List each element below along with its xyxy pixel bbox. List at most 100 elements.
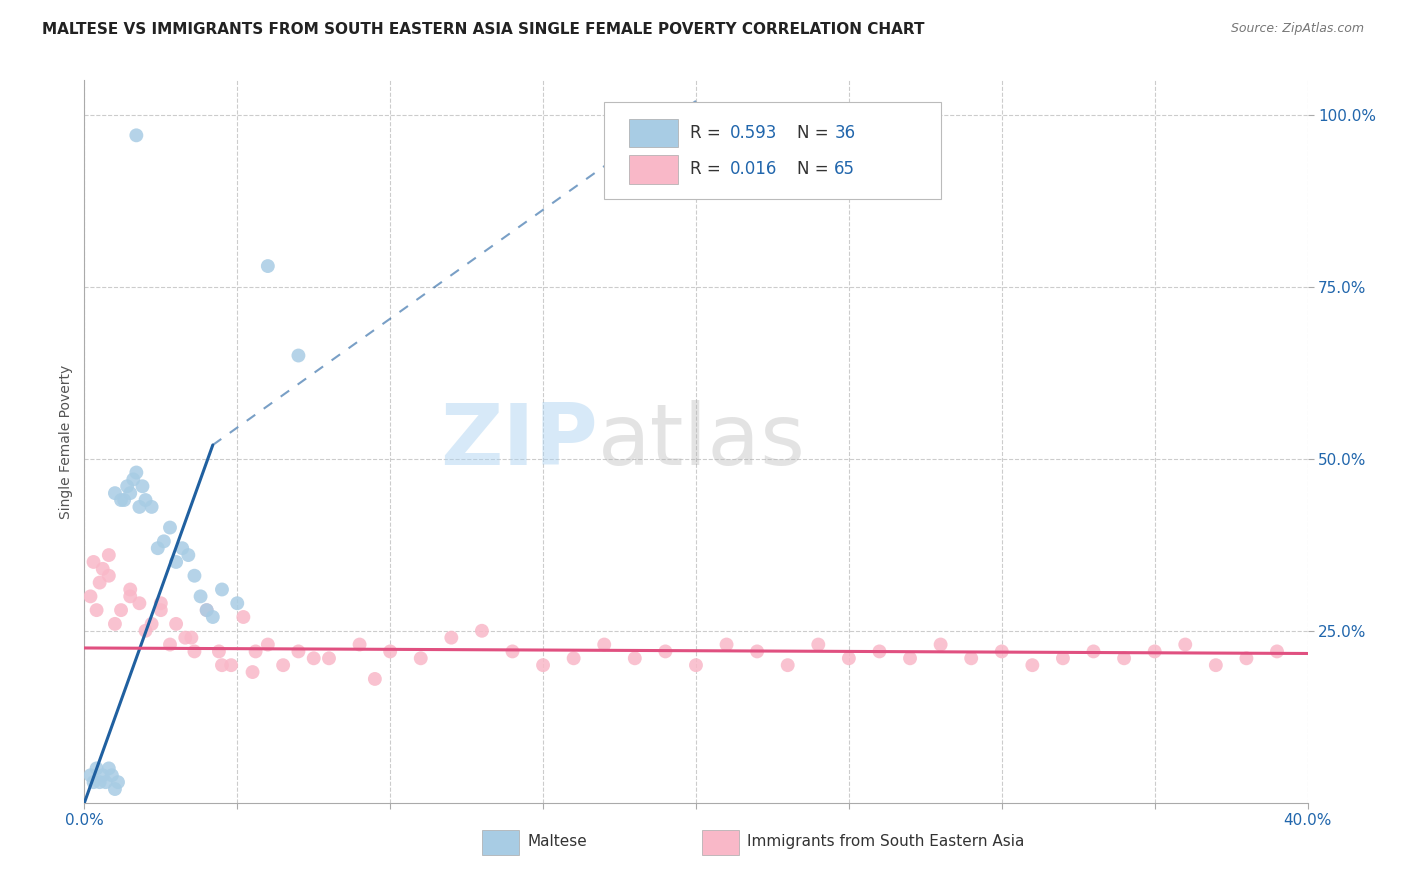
- Text: atlas: atlas: [598, 400, 806, 483]
- Point: [91, 562, 114, 576]
- Point: [716, 638, 738, 652]
- Point: [153, 534, 176, 549]
- Point: [97, 548, 120, 562]
- FancyBboxPatch shape: [605, 102, 941, 200]
- Point: [141, 616, 163, 631]
- Point: [624, 651, 647, 665]
- Point: [83, 555, 105, 569]
- Point: [960, 651, 983, 665]
- Point: [232, 610, 254, 624]
- Point: [180, 631, 202, 645]
- Point: [318, 651, 340, 665]
- Point: [471, 624, 494, 638]
- Point: [211, 658, 233, 673]
- Point: [685, 658, 707, 673]
- Point: [302, 651, 325, 665]
- FancyBboxPatch shape: [628, 154, 678, 184]
- Text: N =: N =: [797, 124, 834, 142]
- Point: [183, 644, 205, 658]
- Point: [89, 575, 111, 590]
- Point: [257, 638, 280, 652]
- Point: [115, 479, 138, 493]
- Point: [245, 644, 267, 658]
- Point: [1114, 651, 1136, 665]
- Text: Immigrants from South Eastern Asia: Immigrants from South Eastern Asia: [748, 834, 1025, 849]
- Text: Maltese: Maltese: [527, 834, 586, 849]
- Point: [131, 479, 153, 493]
- Point: [149, 603, 172, 617]
- Point: [94, 775, 117, 789]
- Point: [159, 638, 181, 652]
- Point: [91, 768, 114, 782]
- Point: [89, 775, 111, 789]
- Point: [226, 596, 249, 610]
- Point: [172, 541, 194, 556]
- Point: [125, 128, 148, 143]
- Point: [174, 631, 197, 645]
- Point: [104, 486, 127, 500]
- Point: [120, 590, 142, 604]
- Point: [1021, 658, 1043, 673]
- Point: [257, 259, 280, 273]
- Point: [110, 493, 132, 508]
- Point: [135, 624, 157, 638]
- Point: [86, 761, 108, 775]
- Point: [97, 568, 120, 582]
- Point: [128, 596, 150, 610]
- Text: 65: 65: [834, 161, 855, 178]
- Point: [112, 493, 135, 508]
- Point: [929, 638, 952, 652]
- FancyBboxPatch shape: [702, 830, 738, 855]
- Point: [838, 651, 860, 665]
- FancyBboxPatch shape: [482, 830, 519, 855]
- Point: [165, 555, 187, 569]
- Point: [593, 638, 616, 652]
- Point: [201, 610, 224, 624]
- Point: [1052, 651, 1074, 665]
- Point: [86, 603, 108, 617]
- Point: [149, 596, 172, 610]
- Point: [349, 638, 371, 652]
- Point: [287, 644, 309, 658]
- Text: R =: R =: [690, 124, 725, 142]
- Point: [146, 541, 169, 556]
- Point: [1083, 644, 1105, 658]
- Point: [208, 644, 231, 658]
- Point: [211, 582, 233, 597]
- Point: [97, 761, 120, 775]
- Point: [195, 603, 218, 617]
- Point: [271, 658, 294, 673]
- Point: [125, 466, 148, 480]
- Point: [104, 782, 127, 797]
- Point: [747, 644, 769, 658]
- Point: [135, 493, 157, 508]
- Point: [562, 651, 585, 665]
- Text: ZIP: ZIP: [440, 400, 598, 483]
- Point: [364, 672, 387, 686]
- Point: [177, 548, 200, 562]
- Point: [159, 520, 181, 534]
- Point: [83, 775, 105, 789]
- Point: [101, 768, 124, 782]
- Point: [409, 651, 432, 665]
- Text: MALTESE VS IMMIGRANTS FROM SOUTH EASTERN ASIA SINGLE FEMALE POVERTY CORRELATION : MALTESE VS IMMIGRANTS FROM SOUTH EASTERN…: [42, 22, 925, 37]
- Point: [104, 616, 127, 631]
- FancyBboxPatch shape: [628, 119, 678, 147]
- Text: 36: 36: [834, 124, 855, 142]
- Point: [122, 472, 145, 486]
- Point: [79, 590, 101, 604]
- Point: [190, 590, 212, 604]
- Point: [869, 644, 891, 658]
- Point: [807, 638, 830, 652]
- Point: [242, 665, 264, 679]
- Point: [1143, 644, 1166, 658]
- Point: [128, 500, 150, 514]
- Point: [531, 658, 554, 673]
- Point: [776, 658, 799, 673]
- Point: [165, 616, 187, 631]
- Point: [1265, 644, 1288, 658]
- Point: [287, 349, 309, 363]
- Point: [110, 603, 132, 617]
- Point: [1205, 658, 1227, 673]
- Point: [991, 644, 1014, 658]
